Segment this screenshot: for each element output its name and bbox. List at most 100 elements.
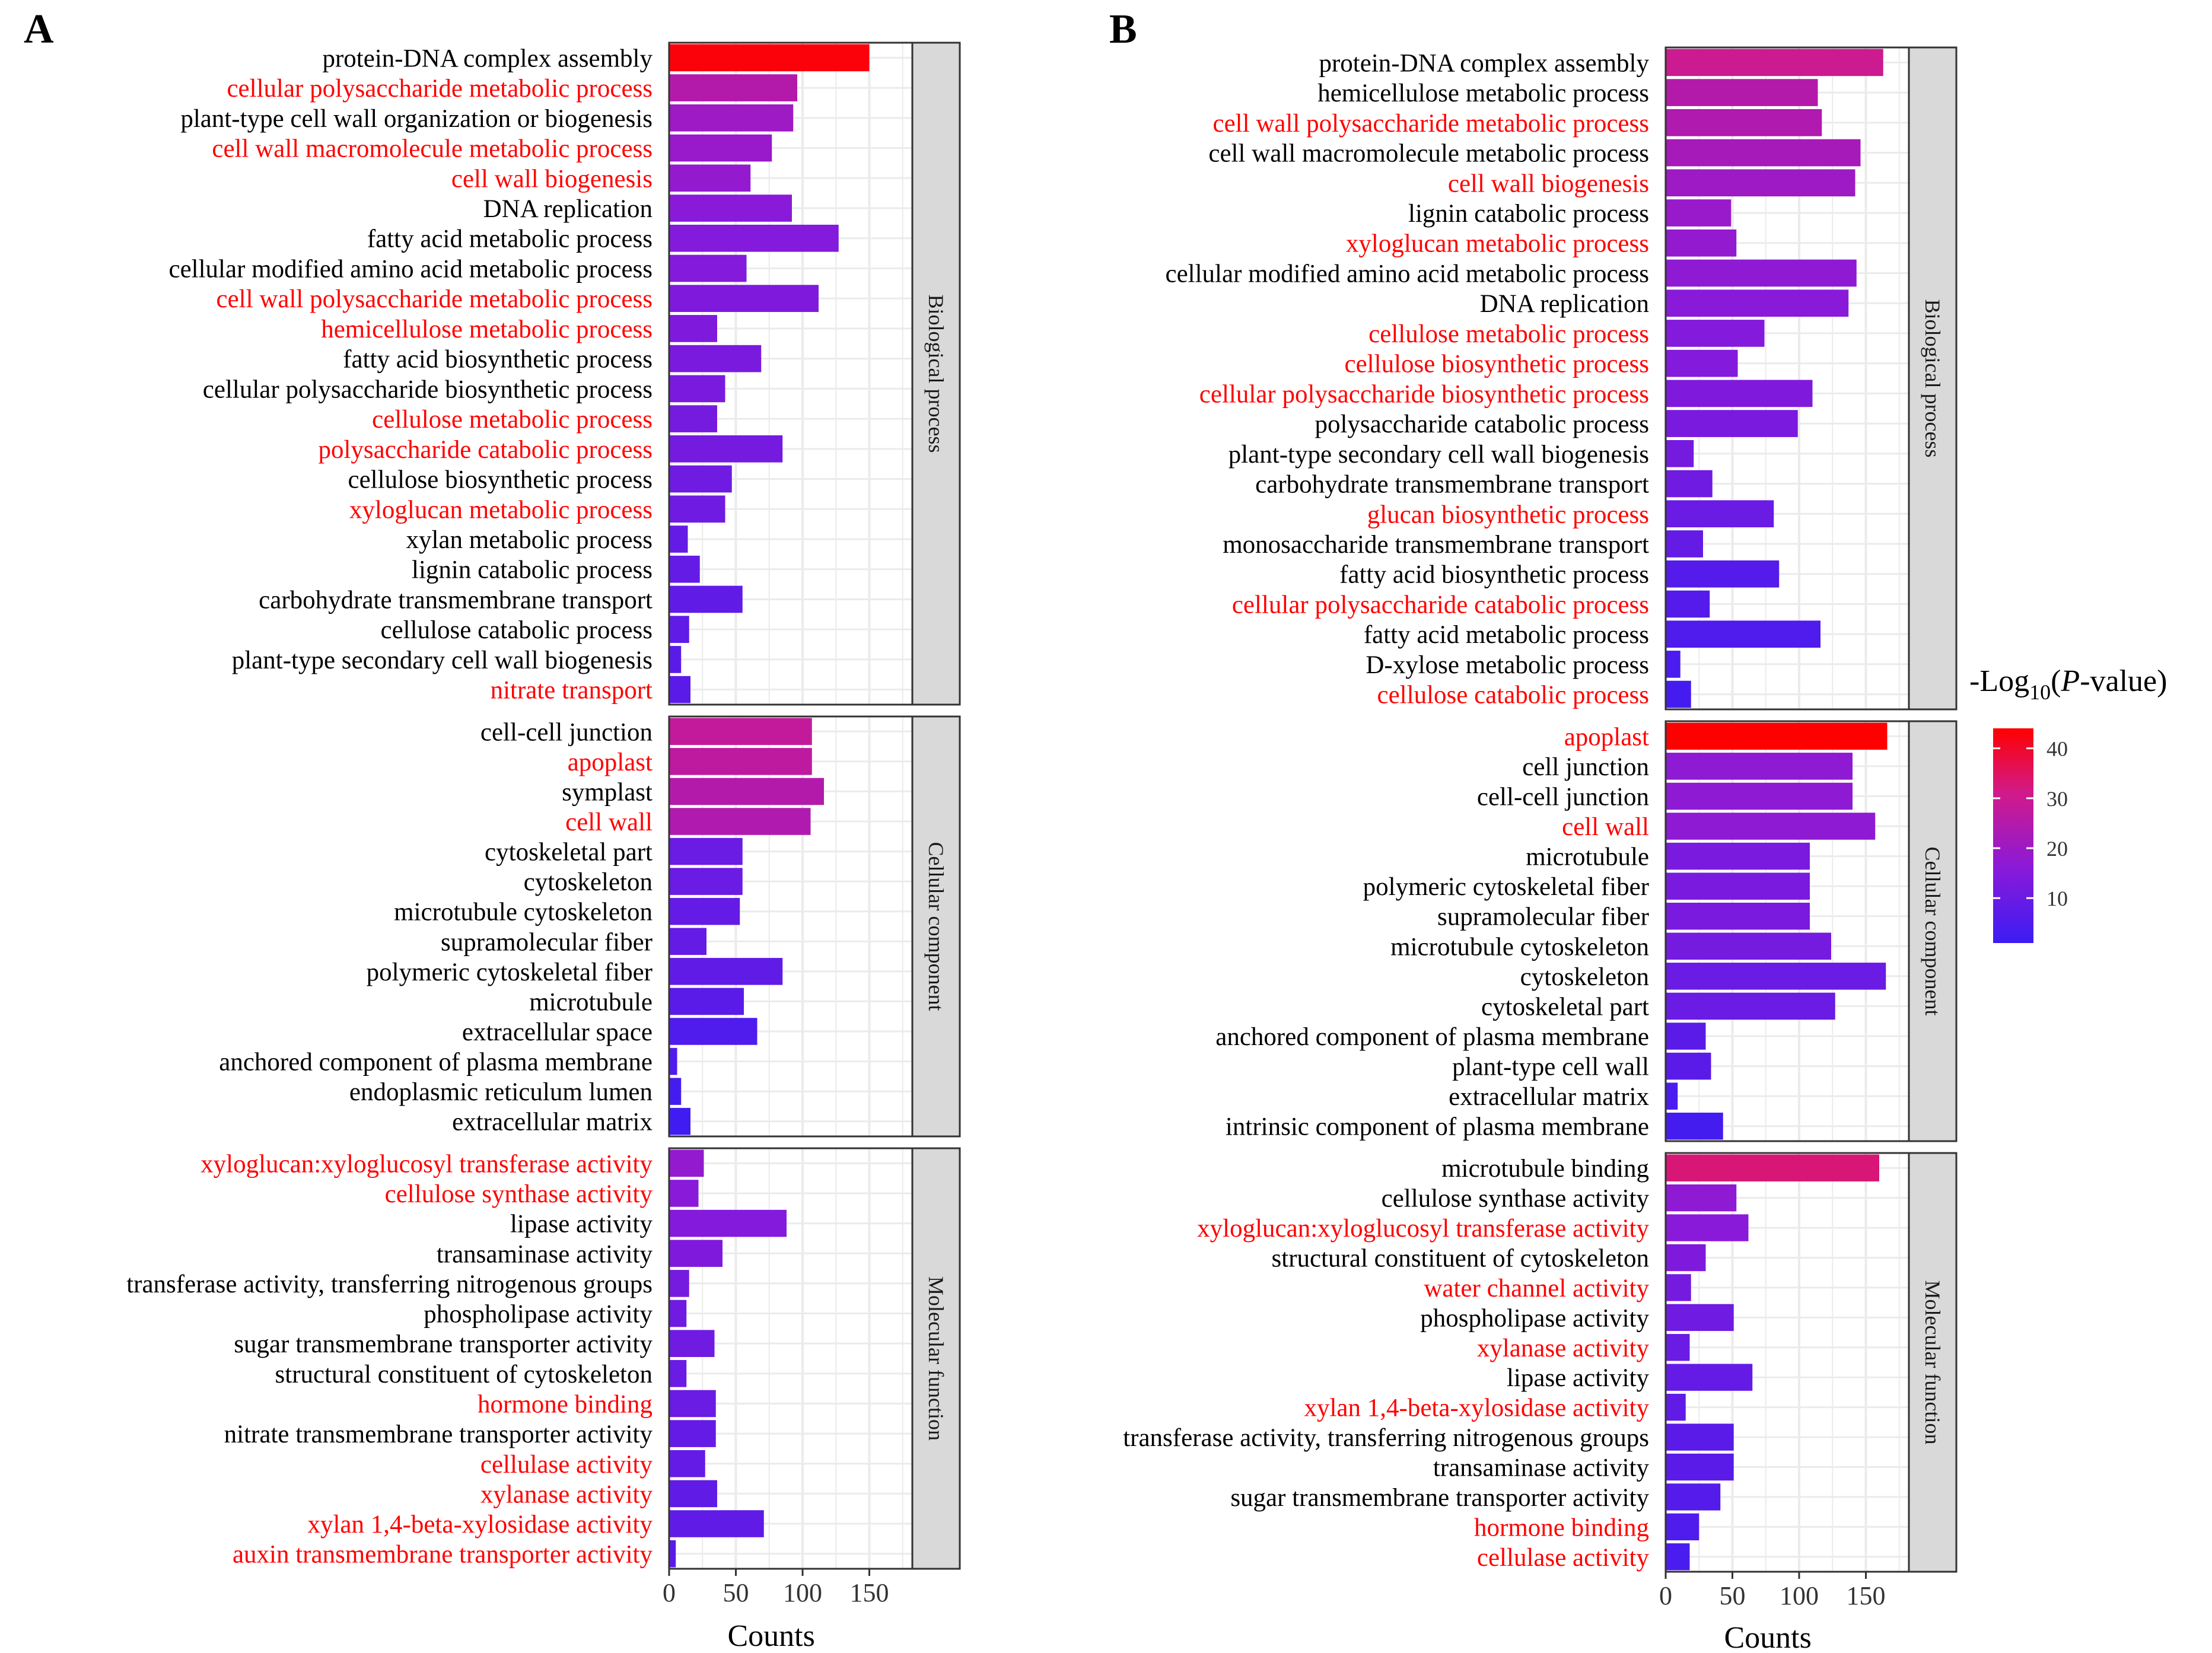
bar	[669, 1240, 723, 1267]
bar	[669, 375, 725, 403]
bar-label: phospholipase activity	[424, 1301, 653, 1329]
bar	[1666, 1423, 1734, 1451]
bar-label: cell wall polysaccharide metabolic proce…	[217, 285, 653, 313]
bar	[669, 585, 743, 613]
bar	[1666, 530, 1703, 558]
bar	[1666, 872, 1810, 900]
bar-label: cell wall	[565, 808, 653, 836]
bar	[669, 1018, 758, 1045]
bar	[1666, 680, 1691, 708]
x-axis-title: Counts	[728, 1619, 815, 1653]
bar-label: cytoskeletal part	[1481, 993, 1649, 1021]
bar-label: cell-cell junction	[1477, 783, 1649, 811]
bar-label: protein-DNA complex assembly	[322, 44, 653, 72]
bar-label: microtubule	[529, 988, 653, 1016]
bar	[669, 465, 732, 493]
bar	[1666, 782, 1853, 810]
bar	[1666, 109, 1822, 136]
bar-label: cytoskeleton	[524, 868, 653, 896]
bar	[669, 1149, 704, 1177]
bar	[669, 1180, 699, 1207]
bar	[669, 1510, 764, 1537]
bar-label: extracellular matrix	[452, 1109, 653, 1136]
bar-label: cellular modified amino acid metabolic p…	[1165, 260, 1649, 288]
bar	[669, 1330, 715, 1357]
bar-label: extracellular space	[462, 1018, 653, 1046]
bar-label: fatty acid metabolic process	[1364, 621, 1649, 649]
bar-label: lipase activity	[1507, 1364, 1650, 1392]
bar	[669, 958, 783, 985]
bar-label: sugar transmembrane transporter activity	[1230, 1484, 1649, 1512]
bar	[669, 74, 797, 101]
bar-label: polymeric cytoskeletal fiber	[1363, 873, 1649, 901]
bar	[669, 897, 740, 925]
bar	[1666, 410, 1798, 437]
x-tick-label: 150	[850, 1578, 889, 1607]
bar	[669, 748, 812, 775]
x-tick-label: 150	[1847, 1581, 1886, 1610]
bar	[669, 164, 751, 192]
bar-label: polysaccharide catabolic process	[1315, 410, 1649, 438]
bar-label: lignin catabolic process	[1408, 200, 1649, 228]
bar-label: cellulose synthase activity	[1382, 1185, 1650, 1213]
bar	[1666, 620, 1820, 648]
bar-label: cell wall macromolecule metabolic proces…	[1208, 140, 1649, 168]
bar-label: cellulose biosynthetic process	[348, 466, 653, 494]
bar-label: fatty acid biosynthetic process	[1339, 561, 1649, 589]
bar-label: carbohydrate transmembrane transport	[1255, 471, 1649, 499]
bar-label: apoplast	[1564, 723, 1649, 751]
bar-label: cell wall macromolecule metabolic proces…	[212, 135, 653, 163]
bar	[1666, 289, 1849, 317]
bar-label: cell wall polysaccharide metabolic proce…	[1213, 110, 1649, 138]
bar-label: protein-DNA complex assembly	[1319, 49, 1649, 77]
bar-label: cellulose metabolic process	[372, 406, 653, 434]
bar-label: polysaccharide catabolic process	[318, 436, 653, 464]
bar	[1666, 813, 1876, 840]
facet-molecular-function: xyloglucan:xyloglucosyl transferase acti…	[126, 1147, 961, 1570]
bar	[669, 928, 706, 956]
bar-label: cellulose synthase activity	[385, 1180, 653, 1208]
bar	[669, 1209, 787, 1237]
bar	[669, 616, 689, 644]
bar	[1666, 1453, 1734, 1481]
bar-label: hemicellulose metabolic process	[321, 316, 653, 343]
bar-label: microtubule	[1526, 843, 1649, 871]
bar-label: sugar transmembrane transporter activity	[234, 1330, 653, 1358]
bar	[669, 646, 682, 673]
facet-strip-label: Cellular component	[1921, 847, 1944, 1016]
bar-label: xyloglucan:xyloglucosyl transferase acti…	[200, 1150, 653, 1178]
bar-label: xyloglucan:xyloglucosyl transferase acti…	[1197, 1215, 1649, 1243]
bar	[669, 195, 792, 222]
legend-tick-label: 40	[2047, 737, 2068, 761]
bar-label: lipase activity	[510, 1211, 653, 1238]
bar	[669, 285, 819, 313]
bar-label: cell-cell junction	[480, 718, 653, 746]
bar-label: plant-type cell wall organization or bio…	[180, 105, 653, 133]
bar	[669, 254, 747, 282]
bar	[1666, 380, 1813, 407]
bar-label: nitrate transmembrane transporter activi…	[224, 1421, 653, 1448]
bar	[1666, 902, 1810, 930]
bar-label: cellulase activity	[1477, 1544, 1650, 1572]
bar-label: transferase activity, transferring nitro…	[1123, 1424, 1649, 1452]
x-tick-label: 50	[1720, 1581, 1746, 1610]
bar-label: supramolecular fiber	[441, 928, 653, 956]
bar-label: carbohydrate transmembrane transport	[259, 586, 653, 614]
bar-label: hormone binding	[1474, 1514, 1649, 1541]
facet-strip	[911, 715, 961, 1138]
bar	[669, 405, 717, 432]
bar	[669, 676, 690, 703]
bar-label: anchored component of plasma membrane	[1215, 1023, 1649, 1051]
bar-label: microtubule binding	[1441, 1155, 1649, 1183]
bar-label: structural constituent of cytoskeleton	[275, 1361, 653, 1388]
bar	[669, 104, 794, 132]
bar	[1666, 963, 1886, 990]
bar	[669, 1107, 690, 1135]
bar	[1666, 1483, 1721, 1511]
bar-label: structural constituent of cytoskeleton	[1272, 1245, 1649, 1273]
bar	[1666, 1304, 1734, 1332]
bar-label: cytoskeleton	[1520, 963, 1649, 991]
bar	[1666, 320, 1765, 347]
facet-strip-label: Molecular function	[924, 1276, 948, 1441]
